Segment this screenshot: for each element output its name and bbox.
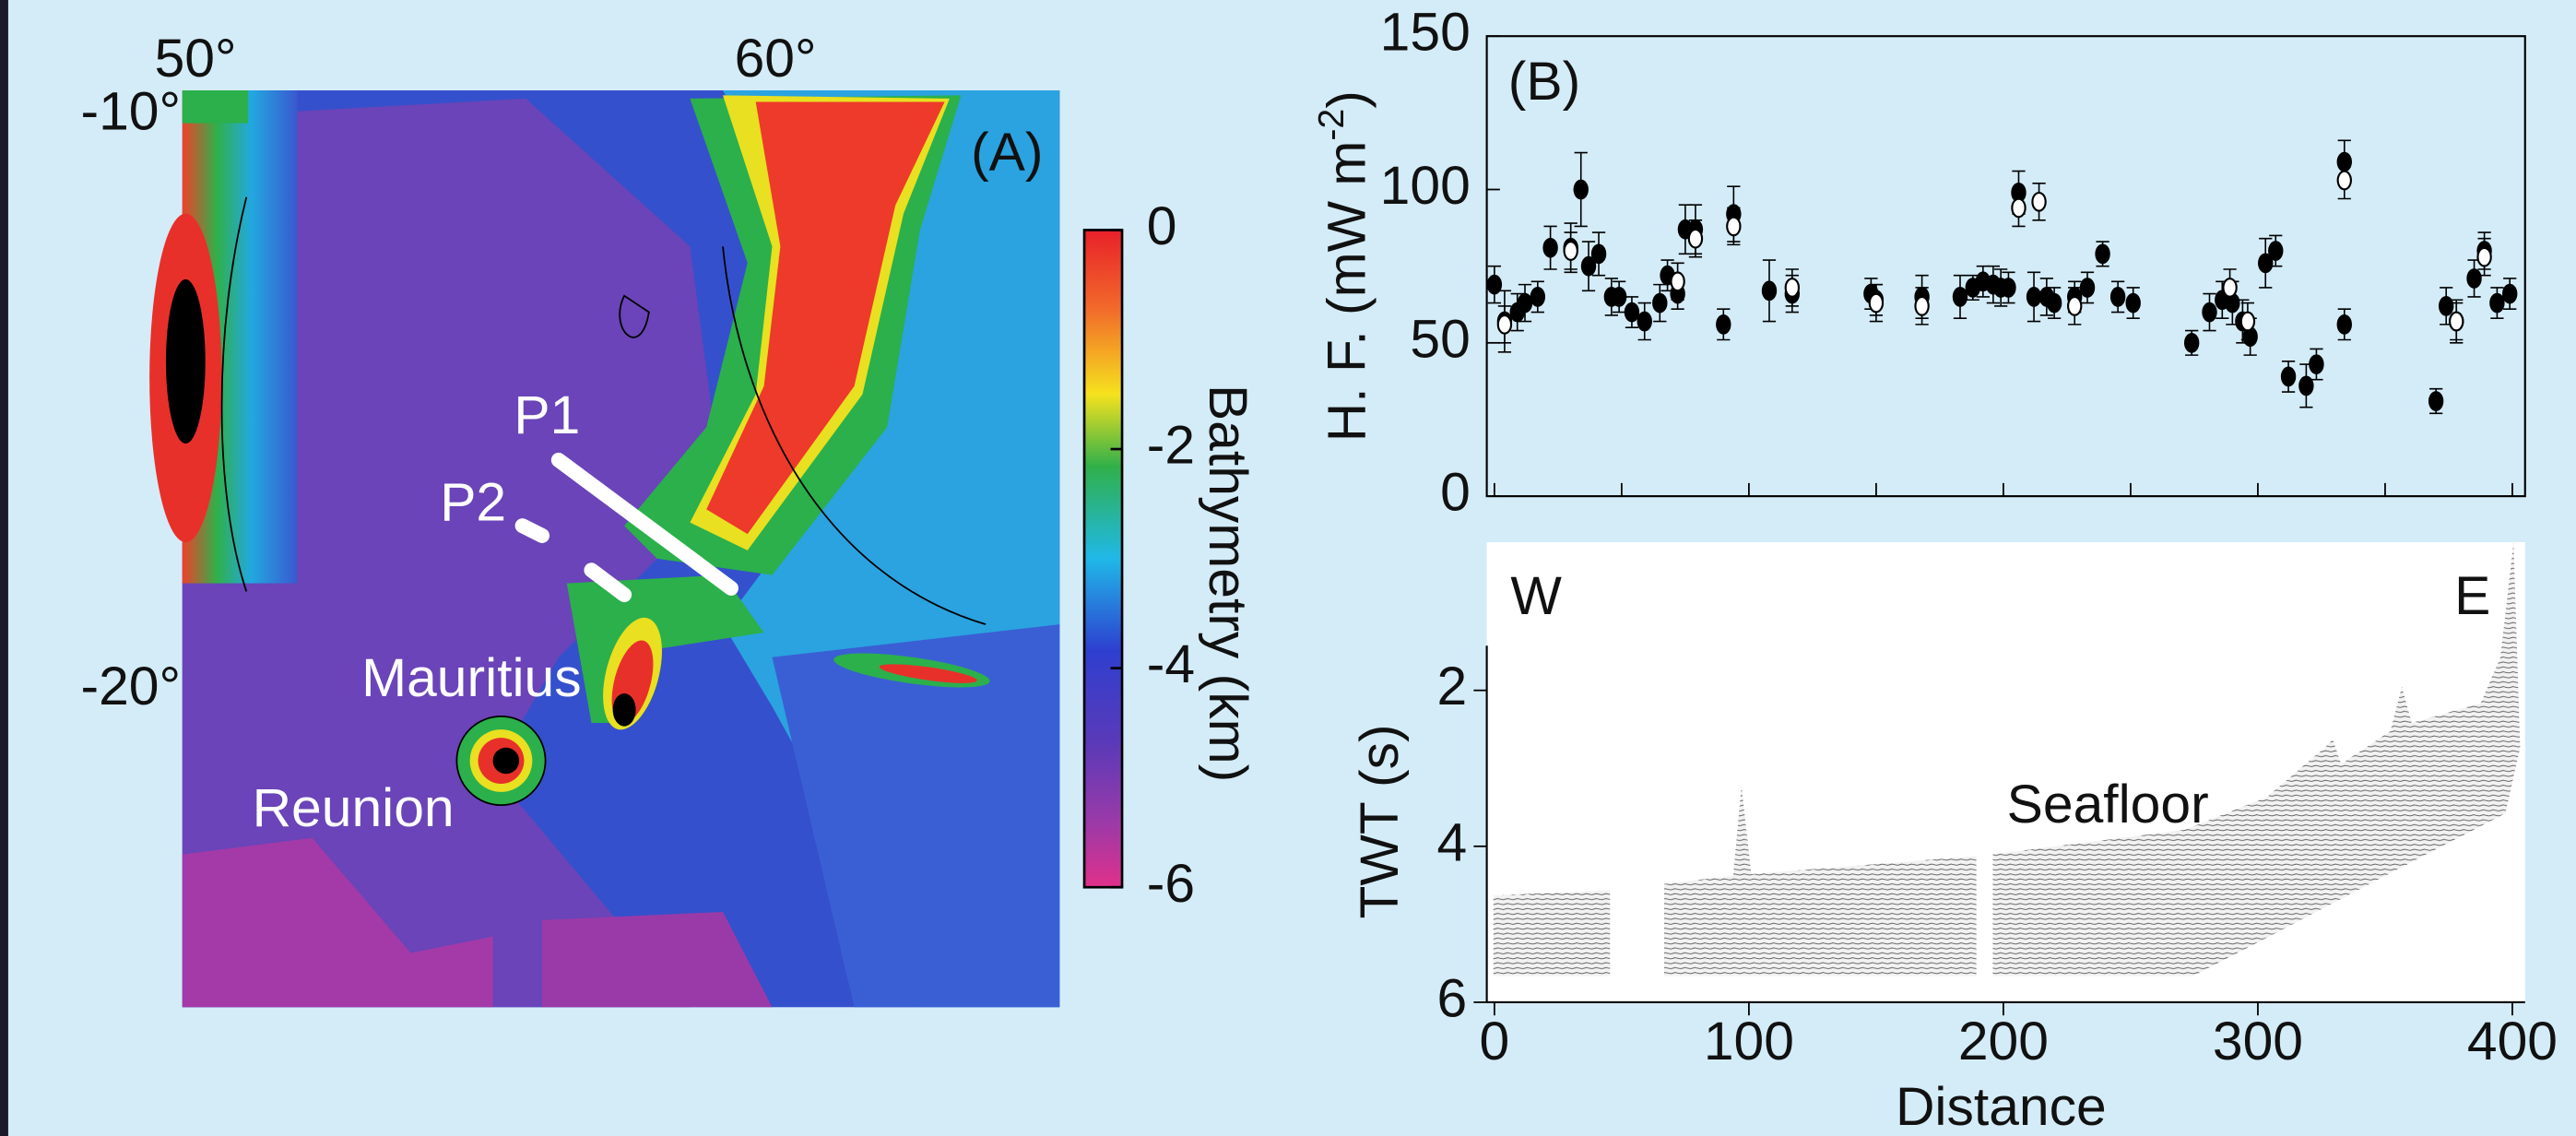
marker (2258, 253, 2274, 274)
x-tick-label: 100 (1704, 1012, 1794, 1071)
marker (1952, 287, 1968, 307)
marker (1716, 314, 1731, 335)
marker (1563, 241, 1578, 261)
y-tick-label: 4 (1437, 812, 1468, 872)
x-tick-label: 200 (1958, 1012, 2049, 1071)
colorbar (1082, 229, 1124, 889)
marker (1624, 302, 1640, 323)
marker (2476, 246, 2492, 267)
plot-frame (1485, 35, 2526, 498)
marker (2183, 332, 2200, 353)
marker (2309, 354, 2324, 374)
y-axis-label: TWT (s) (1350, 724, 1410, 918)
marker (2502, 283, 2518, 304)
marker (2449, 311, 2464, 332)
y-label-part: ) (1317, 90, 1377, 109)
x-axis-label: Distance (1896, 1077, 2107, 1136)
marker (2438, 296, 2454, 316)
profile-label: P1 (514, 385, 580, 445)
marker (1670, 271, 1685, 292)
panel-label: (A) (971, 123, 1043, 183)
y-tick-label: 50 (1410, 309, 1470, 369)
lat-label: -20° (81, 657, 182, 716)
y-label-part: H. F. (mW m (1317, 141, 1377, 443)
colorbar-label: Bathymetry (km) (1198, 385, 1258, 782)
marker (2428, 391, 2444, 411)
marker (2268, 241, 2284, 261)
edge (0, 0, 8, 1136)
seismic-section (1493, 542, 2521, 976)
lon-label: 60° (735, 29, 817, 89)
lon-label: 50° (155, 29, 237, 89)
marker (2001, 278, 2016, 298)
colorbar-tick-label: 0 (1147, 196, 1177, 256)
annotation: Seafloor (2007, 775, 2209, 834)
marker (1914, 296, 1930, 316)
lat-label: -10° (81, 81, 182, 141)
marker (2067, 296, 2083, 316)
marker (2336, 314, 2352, 335)
panel-label: (B) (1508, 52, 1580, 112)
colorbar-tick-label: -2 (1147, 416, 1195, 476)
marker (1611, 287, 1627, 307)
marker (1542, 237, 1558, 258)
colorbar-tick-label: -6 (1147, 854, 1195, 914)
marker (2202, 302, 2217, 323)
direction-label: W (1510, 566, 1562, 626)
marker (1580, 255, 1597, 277)
marker (1637, 311, 1652, 332)
x-tick-label: 0 (1480, 1012, 1510, 1071)
direction-label: E (2454, 566, 2490, 626)
marker (1726, 216, 1742, 237)
marker (1761, 280, 1778, 302)
marker (1486, 274, 1503, 295)
marker (2336, 170, 2352, 191)
marker (2280, 366, 2297, 387)
marker (2109, 287, 2126, 307)
x-tick-label: 300 (2213, 1012, 2303, 1071)
marker (2222, 278, 2238, 298)
marker (2079, 278, 2096, 298)
marker (2011, 197, 2027, 219)
island-label: Reunion (253, 778, 455, 838)
profile-label: P2 (440, 472, 506, 532)
marker (1530, 287, 1546, 307)
marker (2125, 292, 2141, 314)
marker (1784, 278, 1801, 298)
marker (2466, 268, 2482, 289)
marker (1652, 292, 1668, 314)
island-label: Mauritius (361, 648, 582, 708)
colorbar-tick-label: -4 (1147, 634, 1195, 694)
marker (1590, 243, 1607, 265)
marker (2489, 292, 2505, 314)
marker (1496, 314, 1513, 335)
map: 50° 60° -10° -20° (A) P1 P2 Mauritius Re… (81, 29, 1060, 1008)
marker (2046, 292, 2062, 314)
marker (1573, 179, 1589, 200)
y-tick-label: 2 (1437, 657, 1468, 716)
y-tick-label: 0 (1440, 463, 1471, 523)
y-tick-label: 6 (1437, 968, 1468, 1028)
marker (1868, 292, 1885, 314)
marker (2298, 375, 2314, 396)
y-axis-label: H. F. (mW m-2) (1312, 90, 1377, 442)
marker (1687, 228, 1704, 249)
y-label-sup: -2 (1312, 109, 1352, 141)
y-tick-label: 150 (1380, 3, 1471, 63)
marker (2031, 191, 2047, 212)
marker (2239, 311, 2256, 332)
marker (2095, 243, 2110, 265)
x-tick-label: 400 (2467, 1012, 2558, 1071)
y-tick-label: 100 (1380, 156, 1471, 216)
marker (2026, 287, 2042, 307)
marker (1517, 292, 1533, 314)
